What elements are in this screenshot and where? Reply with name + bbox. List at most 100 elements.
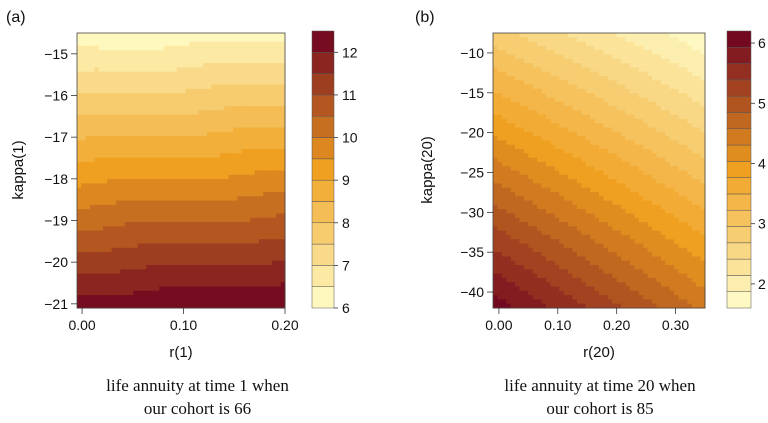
heatmap-cell bbox=[211, 187, 217, 193]
heatmap-cell bbox=[189, 149, 195, 154]
heatmap-cell bbox=[497, 41, 503, 47]
heatmap-cell bbox=[189, 97, 195, 103]
heatmap-cell bbox=[625, 63, 631, 68]
heatmap-cell bbox=[254, 170, 260, 176]
heatmap-cell bbox=[215, 67, 221, 73]
heatmap-cell bbox=[120, 144, 126, 150]
heatmap-cell bbox=[120, 80, 126, 86]
heatmap-cell bbox=[576, 93, 582, 98]
heatmap-cell bbox=[94, 106, 100, 111]
heatmap-cell bbox=[603, 41, 609, 47]
heatmap-cell bbox=[120, 252, 126, 257]
heatmap-cell bbox=[629, 140, 635, 146]
heatmap-cell bbox=[107, 140, 113, 146]
heatmap-cell bbox=[137, 106, 143, 111]
heatmap-cell bbox=[198, 93, 204, 98]
heatmap-cell bbox=[563, 157, 569, 163]
heatmap-cell bbox=[267, 54, 273, 60]
heatmap-cell bbox=[98, 58, 104, 64]
heatmap-cell bbox=[280, 41, 286, 47]
heatmap-cell bbox=[198, 170, 204, 176]
heatmap-cell bbox=[267, 33, 273, 38]
heatmap-cell bbox=[537, 114, 543, 120]
heatmap-cell bbox=[616, 110, 622, 116]
heatmap-cell bbox=[172, 101, 178, 107]
heatmap-cell bbox=[220, 58, 225, 64]
heatmap-cell bbox=[241, 217, 247, 223]
heatmap-cell bbox=[137, 136, 143, 141]
heatmap-cell bbox=[572, 149, 578, 154]
heatmap-cell bbox=[259, 299, 264, 305]
heatmap-cell bbox=[493, 67, 498, 73]
heatmap-cell bbox=[515, 33, 520, 38]
heatmap-cell bbox=[254, 114, 260, 120]
heatmap-cell bbox=[581, 174, 587, 180]
heatmap-cell bbox=[554, 54, 560, 60]
heatmap-cell bbox=[176, 45, 182, 51]
heatmap-cell bbox=[506, 191, 512, 197]
heatmap-cell bbox=[510, 161, 516, 167]
heatmap-cell bbox=[220, 101, 225, 107]
heatmap-cell bbox=[150, 58, 156, 64]
heatmap-cell bbox=[98, 282, 104, 288]
heatmap-cell bbox=[532, 33, 538, 38]
heatmap-cell bbox=[541, 149, 547, 154]
heatmap-cell bbox=[506, 174, 512, 180]
heatmap-cell bbox=[501, 88, 507, 94]
heatmap-cell bbox=[250, 230, 256, 236]
heatmap-cell bbox=[94, 179, 100, 184]
heatmap-cell bbox=[81, 71, 87, 77]
heatmap-cell bbox=[172, 243, 178, 249]
heatmap-cell bbox=[272, 63, 277, 68]
heatmap-cell bbox=[272, 54, 277, 60]
heatmap-cell bbox=[146, 204, 152, 210]
heatmap-cell bbox=[638, 41, 644, 47]
heatmap-cell bbox=[233, 97, 238, 103]
heatmap-cell bbox=[546, 127, 551, 133]
heatmap-cell bbox=[185, 166, 191, 171]
heatmap-cell bbox=[647, 153, 653, 159]
heatmap-cell bbox=[85, 243, 91, 249]
heatmap-cell bbox=[501, 71, 507, 77]
heatmap-cell bbox=[185, 127, 191, 133]
heatmap-cell bbox=[215, 33, 221, 38]
heatmap-cell bbox=[163, 265, 169, 270]
heatmap-cell bbox=[224, 166, 230, 171]
heatmap-cell bbox=[497, 114, 503, 120]
heatmap-cell bbox=[647, 33, 653, 38]
heatmap-cell bbox=[660, 58, 666, 64]
heatmap-cell bbox=[150, 196, 156, 202]
heatmap-cell bbox=[554, 80, 560, 86]
heatmap-cell bbox=[133, 136, 139, 141]
panel-b: (b) 0.00 0.10 0.20 0.30 −10−15−20−25−30−35−… bbox=[415, 9, 766, 361]
heatmap-cell bbox=[493, 106, 498, 111]
heatmap-cell bbox=[202, 84, 208, 90]
heatmap-cell bbox=[116, 174, 121, 180]
heatmap-cell bbox=[554, 140, 560, 146]
heatmap-cell bbox=[159, 50, 165, 55]
heatmap-cell bbox=[133, 93, 139, 98]
heatmap-cell bbox=[228, 144, 234, 150]
heatmap-cell bbox=[85, 260, 91, 266]
heatmap-cell bbox=[267, 84, 273, 90]
heatmap-cell bbox=[98, 260, 104, 266]
heatmap-cell bbox=[254, 106, 260, 111]
heatmap-cell bbox=[120, 153, 126, 159]
heatmap-cell bbox=[563, 54, 569, 60]
heatmap-cell bbox=[241, 286, 247, 292]
heatmap-cell bbox=[181, 45, 186, 51]
heatmap-cell bbox=[559, 114, 565, 120]
heatmap-cell bbox=[202, 75, 208, 81]
heatmap-cell bbox=[111, 303, 117, 309]
heatmap-cell bbox=[599, 45, 604, 51]
heatmap-cell bbox=[116, 282, 121, 288]
heatmap-cell bbox=[202, 265, 208, 270]
heatmap-cell bbox=[647, 161, 653, 167]
heatmap-cell bbox=[656, 136, 662, 141]
heatmap-cell bbox=[194, 45, 199, 51]
heatmap-cell bbox=[103, 247, 108, 253]
heatmap-cell bbox=[81, 84, 87, 90]
heatmap-cell bbox=[682, 110, 688, 116]
heatmap-cell bbox=[233, 114, 238, 120]
heatmap-cell bbox=[90, 183, 95, 189]
